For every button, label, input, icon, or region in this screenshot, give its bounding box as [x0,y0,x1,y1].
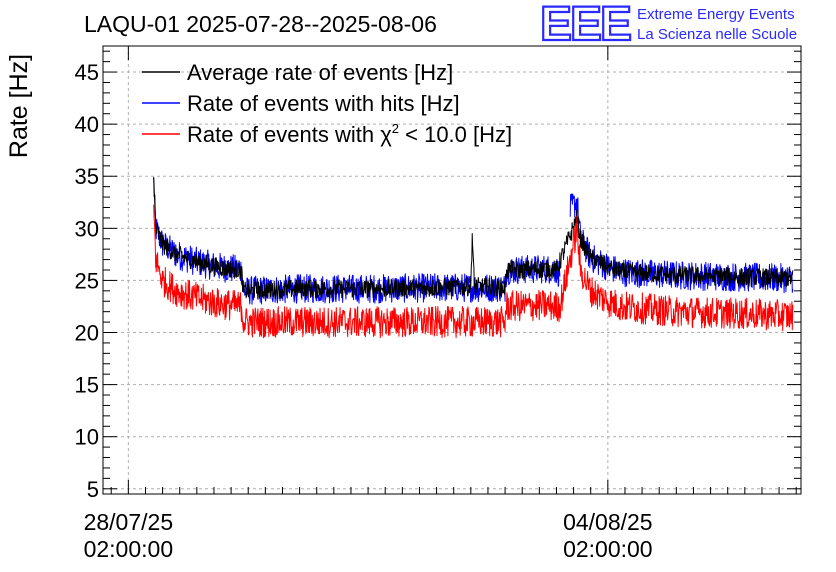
x-tick-label-time: 02:00:00 [563,536,653,562]
y-tick-label: 5 [87,477,99,502]
axis-ticks [103,46,801,494]
y-tick-label: 10 [75,425,99,450]
logo-line-2: La Scienza nelle Scuole [637,26,797,43]
legend: Average rate of events [Hz] Rate of even… [142,60,512,147]
y-tick-label: 25 [75,268,99,293]
legend-label-average: Average rate of events [Hz] [187,60,453,85]
legend-label-hits: Rate of events with hits [Hz] [187,91,460,116]
x-tick-label-time: 02:00:00 [84,536,174,562]
y-tick-label: 30 [75,216,99,241]
y-tick-label: 15 [75,373,99,398]
chart-title: LAQU-01 2025-07-28--2025-08-06 [84,11,437,37]
y-tick-label: 20 [75,321,99,346]
logo-line-1: Extreme Energy Events [637,6,795,23]
legend-chi2-sup: 2 [392,121,399,136]
legend-chi2-symbol: χ [380,122,392,147]
legend-chi2-pre: Rate of events with [187,122,380,147]
data-series [153,176,794,339]
legend-label-chi2: Rate of events with χ2 < 10.0 [Hz] [187,121,512,147]
y-tick-label: 45 [75,60,99,85]
eee-logo: EEE Extreme Energy Events La Scienza nel… [539,0,797,52]
series-line-chi2 [153,204,794,339]
x-tick-label-date: 28/07/25 [84,509,174,535]
y-axis-label: Rate [Hz] [5,54,33,158]
logo-letters: EEE [540,0,631,51]
series-line-average [153,177,794,300]
legend-chi2-post: < 10.0 [Hz] [399,122,512,147]
y-tick-label: 40 [75,112,99,137]
x-tick-label-date: 04/08/25 [563,509,653,535]
y-tick-label: 35 [75,164,99,189]
y-tick-labels: 5 10 15 20 25 30 35 40 45 [75,60,99,502]
